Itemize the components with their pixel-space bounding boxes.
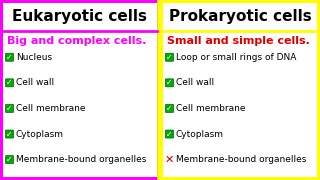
Text: ✓: ✓ (166, 53, 173, 62)
FancyBboxPatch shape (5, 130, 13, 138)
Text: Membrane-bound organelles: Membrane-bound organelles (176, 155, 306, 164)
Text: Big and complex cells.: Big and complex cells. (7, 36, 146, 46)
Text: Small and simple cells.: Small and simple cells. (167, 36, 310, 46)
Text: ✓: ✓ (6, 104, 13, 113)
Text: Cytoplasm: Cytoplasm (16, 130, 64, 139)
FancyBboxPatch shape (165, 53, 173, 61)
Text: ✓: ✓ (166, 78, 173, 87)
Text: ✓: ✓ (166, 104, 173, 113)
Text: ✓: ✓ (6, 78, 13, 87)
FancyBboxPatch shape (165, 79, 173, 87)
FancyBboxPatch shape (5, 104, 13, 112)
Text: Loop or small rings of DNA: Loop or small rings of DNA (176, 53, 296, 62)
Bar (3, 3, 157, 177)
Bar (163, 3, 317, 31)
Bar (163, 3, 317, 177)
Text: Cell wall: Cell wall (16, 78, 54, 87)
Text: Eukaryotic cells: Eukaryotic cells (12, 10, 148, 24)
Text: Cell wall: Cell wall (176, 78, 214, 87)
FancyBboxPatch shape (165, 130, 173, 138)
Text: ✓: ✓ (6, 155, 13, 164)
Bar (160, 0, 320, 180)
Text: Cell membrane: Cell membrane (176, 104, 245, 113)
FancyBboxPatch shape (5, 53, 13, 61)
Text: Nucleus: Nucleus (16, 53, 52, 62)
Text: ✓: ✓ (166, 130, 173, 139)
FancyBboxPatch shape (5, 156, 13, 164)
Text: Cytoplasm: Cytoplasm (176, 130, 224, 139)
Text: ✓: ✓ (6, 130, 13, 139)
Text: Membrane-bound organelles: Membrane-bound organelles (16, 155, 146, 164)
Text: Cell membrane: Cell membrane (16, 104, 85, 113)
FancyBboxPatch shape (5, 79, 13, 87)
FancyBboxPatch shape (165, 104, 173, 112)
Text: Prokaryotic cells: Prokaryotic cells (169, 10, 311, 24)
Bar (0, 0, 160, 180)
Text: ✕: ✕ (165, 155, 174, 165)
Bar (3, 3, 157, 31)
Text: ✓: ✓ (6, 53, 13, 62)
